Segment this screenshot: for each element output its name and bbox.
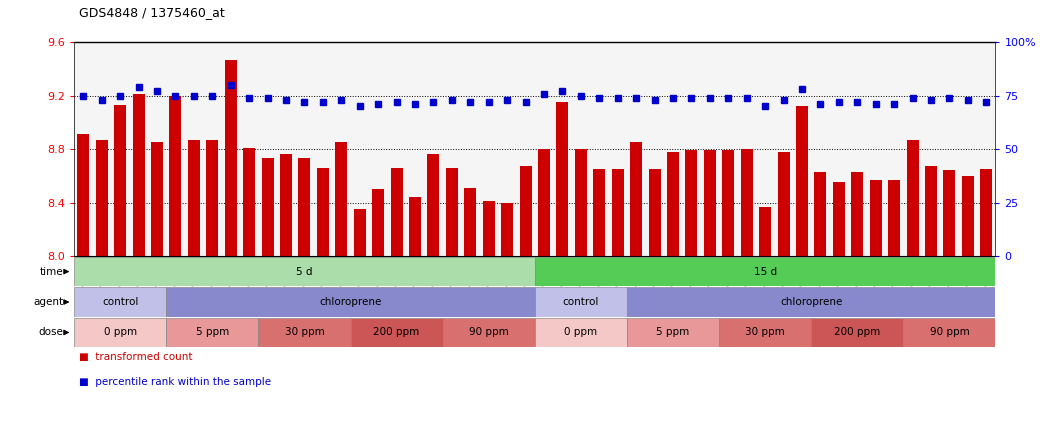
Bar — [501, 203, 514, 256]
Text: ■  percentile rank within the sample: ■ percentile rank within the sample — [79, 377, 271, 387]
Text: 30 ppm: 30 ppm — [285, 327, 324, 338]
Bar — [207, 140, 218, 256]
Bar — [258, 318, 351, 347]
Bar — [464, 188, 477, 256]
Text: 5 ppm: 5 ppm — [657, 327, 689, 338]
Bar — [538, 149, 550, 256]
Bar — [262, 159, 273, 256]
Bar — [443, 318, 535, 347]
Bar — [409, 197, 421, 256]
Bar — [169, 96, 181, 256]
Bar — [351, 318, 443, 347]
Bar — [796, 107, 808, 256]
Bar — [962, 176, 974, 256]
Text: agent: agent — [33, 297, 64, 307]
Text: 200 ppm: 200 ppm — [834, 327, 880, 338]
Text: 90 ppm: 90 ppm — [469, 327, 508, 338]
Bar — [166, 318, 258, 347]
Bar — [667, 152, 679, 256]
Bar — [889, 180, 900, 256]
Text: GDS4848 / 1375460_at: GDS4848 / 1375460_at — [79, 6, 226, 19]
Bar — [114, 105, 126, 256]
Bar — [556, 102, 569, 256]
Text: 200 ppm: 200 ppm — [374, 327, 419, 338]
Bar — [535, 318, 627, 347]
Bar — [832, 182, 845, 256]
Bar — [535, 257, 995, 286]
Bar — [74, 257, 535, 286]
Text: 5 d: 5 d — [297, 266, 312, 277]
Bar — [535, 287, 627, 317]
Bar — [719, 318, 811, 347]
Bar — [520, 167, 532, 256]
Bar — [244, 148, 255, 256]
Bar — [685, 151, 698, 256]
Bar — [627, 318, 719, 347]
Bar — [95, 140, 108, 256]
Bar — [225, 60, 237, 256]
Bar — [593, 169, 606, 256]
Bar — [391, 168, 402, 256]
Text: 15 d: 15 d — [754, 266, 776, 277]
Bar — [317, 168, 329, 256]
Text: 90 ppm: 90 ppm — [930, 327, 969, 338]
Bar — [575, 149, 587, 256]
Bar — [903, 318, 995, 347]
Bar — [77, 135, 89, 256]
Bar — [428, 154, 439, 256]
Bar — [74, 287, 166, 317]
Text: chloroprene: chloroprene — [320, 297, 381, 307]
Bar — [722, 151, 734, 256]
Text: dose: dose — [38, 327, 64, 338]
Text: chloroprene: chloroprene — [780, 297, 842, 307]
Bar — [132, 94, 145, 256]
Bar — [814, 172, 826, 256]
Bar — [372, 189, 384, 256]
Text: 5 ppm: 5 ppm — [196, 327, 229, 338]
Bar — [446, 168, 457, 256]
Text: ■  transformed count: ■ transformed count — [79, 352, 193, 362]
Text: 0 ppm: 0 ppm — [564, 327, 597, 338]
Bar — [740, 149, 753, 256]
Text: control: control — [562, 297, 599, 307]
Bar — [704, 151, 716, 256]
Bar — [299, 159, 310, 256]
Bar — [74, 318, 166, 347]
Bar — [151, 143, 163, 256]
Bar — [280, 154, 292, 256]
Bar — [869, 180, 882, 256]
Bar — [187, 140, 200, 256]
Bar — [851, 172, 863, 256]
Bar — [483, 201, 495, 256]
Bar — [648, 169, 661, 256]
Bar — [759, 206, 771, 256]
Bar — [907, 140, 918, 256]
Bar — [925, 167, 937, 256]
Bar — [336, 143, 347, 256]
Bar — [630, 143, 642, 256]
Bar — [777, 152, 790, 256]
Bar — [627, 287, 995, 317]
Text: 30 ppm: 30 ppm — [746, 327, 785, 338]
Bar — [166, 287, 535, 317]
Bar — [981, 169, 992, 256]
Bar — [944, 170, 955, 256]
Bar — [612, 169, 624, 256]
Bar — [811, 318, 903, 347]
Bar — [354, 209, 365, 256]
Text: time: time — [39, 266, 64, 277]
Text: 0 ppm: 0 ppm — [104, 327, 137, 338]
Text: control: control — [102, 297, 139, 307]
